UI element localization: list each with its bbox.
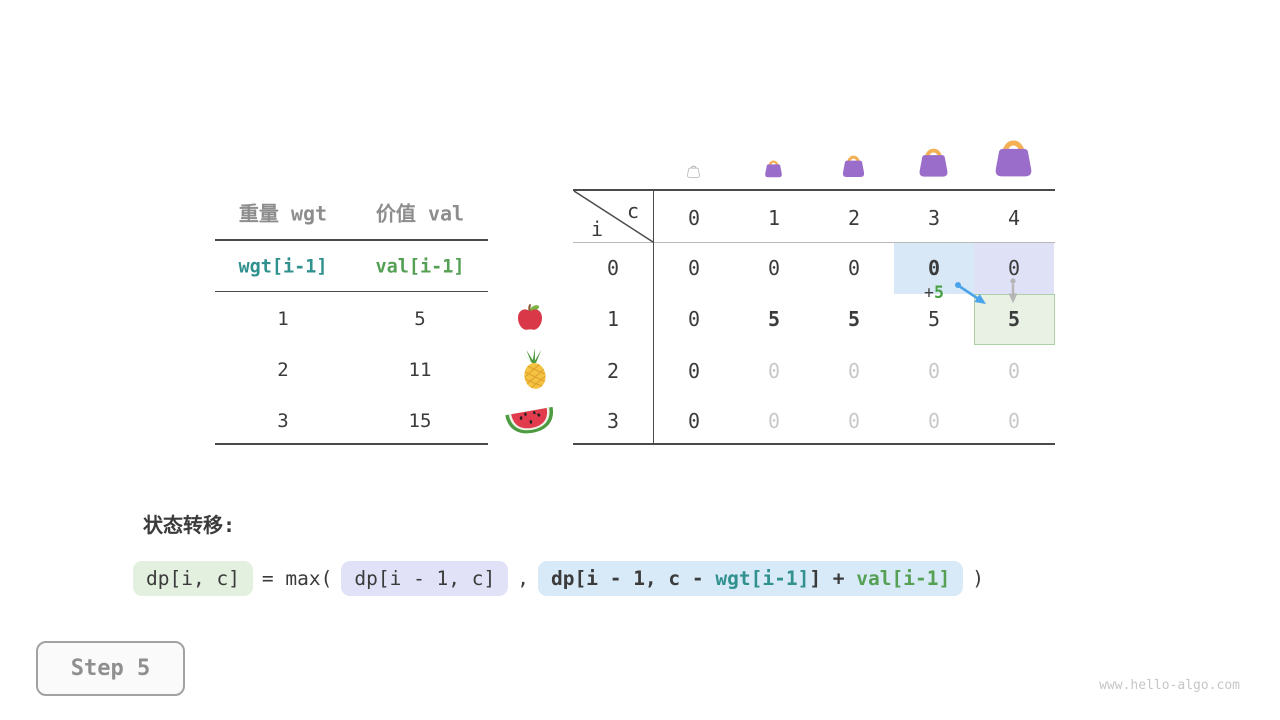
bag-icon-capacity-3 (916, 141, 951, 178)
dp-cell-i1-c0: 0 (687, 307, 701, 331)
formula-arg-keep: dp[i - 1, c] (341, 561, 509, 597)
formula-arg-take: dp[i - 1, c - wgt[i-1]] + val[i-1] (538, 561, 964, 597)
bag-icon-capacity-0 (686, 162, 701, 178)
items-table-header-rule (215, 239, 488, 241)
dp-col-header-4: 4 (1007, 206, 1021, 230)
transition-arrows (955, 278, 1018, 304)
formula-arg-take-prefix: dp[i - 1, c - (551, 567, 716, 590)
state-transition-heading: 状态转移: (143, 513, 236, 537)
formula-equals-max: = max( (261, 567, 333, 591)
dp-row-header-1: 1 (606, 307, 620, 331)
corner-row-label: i (590, 217, 604, 241)
dp-cell-i3-c1: 0 (767, 409, 781, 433)
dp-row-header-0: 0 (606, 256, 620, 280)
items-table-bottom-rule (215, 443, 488, 445)
dp-cell-i3-c0: 0 (687, 409, 701, 433)
formula-comma: , (517, 567, 530, 591)
dp-cell-i3-c3: 0 (927, 409, 941, 433)
dp-cell-i3-c2: 0 (847, 409, 861, 433)
formula-lhs: dp[i, c] (133, 561, 253, 597)
dp-row-header-2: 2 (606, 359, 620, 383)
dp-cell-i2-c2: 0 (847, 359, 861, 383)
dp-cell-i1-c2: 5 (847, 307, 861, 331)
dp-cell-i2-c1: 0 (767, 359, 781, 383)
item-1-weight: 1 (277, 308, 289, 330)
items-table-rule (215, 291, 488, 292)
item-3-weight: 3 (277, 410, 289, 432)
dp-cell-i0-c2: 0 (847, 256, 861, 280)
watermark: www.hello-algo.com (1099, 678, 1240, 693)
dp-col-header-3: 3 (927, 206, 941, 230)
item-2-weight: 2 (277, 359, 289, 381)
dp-table-diagonal-rule (573, 190, 654, 243)
bag-icon-capacity-1 (763, 156, 784, 178)
arrow-diagonal-blue (955, 282, 986, 304)
dp-cell-i1-c1: 5 (767, 307, 781, 331)
dp-table-bottom-rule (573, 443, 1055, 445)
formula-arg-take-mid: ] + (809, 567, 857, 590)
dp-col-header-2: 2 (847, 206, 861, 230)
formula-close-paren: ) (972, 567, 984, 591)
dp-row-header-3: 3 (606, 409, 620, 433)
dp-table-vertical-rule (653, 190, 654, 443)
corner-col-label: c (626, 199, 640, 223)
dp-cell-i2-c4: 0 (1007, 359, 1021, 383)
weight-formula-cell: wgt[i-1] (238, 256, 328, 278)
dp-cell-i3-c4: 0 (1007, 409, 1021, 433)
formula-arg-take-val: val[i-1] (856, 567, 951, 590)
bag-icon-capacity-2 (840, 150, 867, 178)
value-column-header: 价值 val (375, 201, 465, 226)
dp-cell-i1-c4: 5 (1007, 307, 1021, 331)
pineapple-icon (516, 347, 552, 391)
watermelon-icon (503, 402, 557, 438)
dp-cell-i2-c0: 0 (687, 359, 701, 383)
dp-col-header-0: 0 (687, 206, 701, 230)
step-indicator-button[interactable]: Step 5 (36, 641, 185, 696)
value-formula-cell: val[i-1] (375, 256, 465, 278)
dp-table-header-rule (573, 242, 1055, 243)
dp-cell-i0-c1: 0 (767, 256, 781, 280)
item-3-value: 15 (408, 410, 432, 432)
weight-column-header: 重量 wgt (238, 201, 328, 226)
apple-icon (514, 302, 546, 334)
item-2-value: 11 (408, 359, 432, 381)
formula-arg-take-wgt: wgt[i-1] (715, 567, 810, 590)
highlight-target-cell (974, 294, 1055, 345)
item-1-value: 5 (414, 308, 426, 330)
arrow-down-gray (1008, 278, 1018, 304)
plus-value-annotation: +5 (924, 283, 944, 302)
dp-cell-i1-c3: 5 (927, 307, 941, 331)
dp-col-header-1: 1 (767, 206, 781, 230)
bag-icon-capacity-4 (991, 131, 1036, 178)
dp-cell-i2-c3: 0 (927, 359, 941, 383)
dp-cell-i0-c3: 0 (927, 256, 941, 280)
dp-cell-i0-c0: 0 (687, 256, 701, 280)
plus-sign: + (924, 283, 934, 302)
added-value: 5 (933, 283, 944, 302)
state-transition-formula: dp[i, c] = max( dp[i - 1, c] , dp[i - 1,… (133, 561, 984, 597)
dp-cell-i0-c4: 0 (1007, 256, 1021, 280)
dp-table-top-rule (573, 189, 1055, 191)
